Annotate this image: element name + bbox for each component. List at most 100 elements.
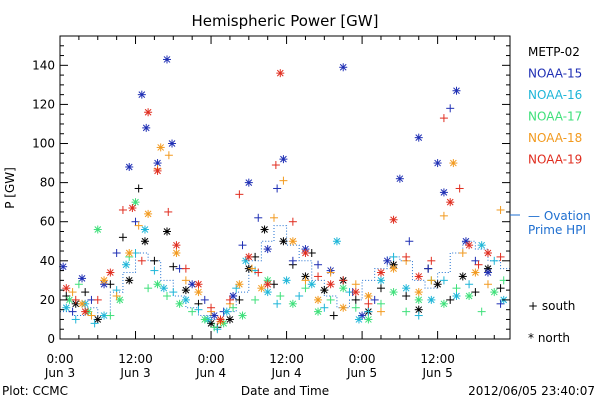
point-noaa-16-36: [452, 291, 461, 300]
point-noaa-16-30: [376, 276, 385, 285]
point-noaa-16-11: [169, 288, 178, 297]
point-noaa-17-1: [74, 280, 83, 289]
point-noaa-16-20: [263, 288, 272, 297]
point-noaa-15-23: [273, 184, 282, 193]
point-noaa-17-31: [414, 295, 423, 304]
point-noaa-17-25: [339, 284, 348, 293]
point-noaa-19-4: [106, 268, 115, 277]
x-tick-date-3: Jun 4: [270, 366, 301, 380]
point-noaa-16-6: [122, 260, 131, 269]
point-noaa-15-19: [238, 241, 247, 250]
point-noaa-19-14: [207, 303, 216, 312]
point-noaa-15-2: [78, 274, 87, 283]
legend-noaa-18: NOAA-18: [528, 131, 582, 145]
point-noaa-17-11: [175, 299, 184, 308]
plot-credit: Plot: CCMC: [2, 384, 68, 398]
point-noaa-19-11: [172, 241, 181, 250]
point-noaa-17-33: [439, 299, 448, 308]
point-metp-02-36: [433, 280, 442, 289]
point-noaa-18-7: [144, 209, 153, 218]
point-noaa-17-12: [188, 307, 197, 316]
point-noaa-18-2: [87, 311, 96, 320]
point-noaa-15-34: [395, 174, 404, 183]
point-noaa-18-22: [288, 237, 297, 246]
point-metp-02-2: [81, 288, 90, 297]
point-noaa-16-0: [62, 303, 71, 312]
data-points: [59, 55, 508, 334]
point-noaa-17-20: [276, 291, 285, 300]
point-noaa-17-9: [153, 280, 162, 289]
point-noaa-19-22: [276, 69, 285, 78]
point-noaa-18-13: [194, 288, 203, 297]
point-noaa-16-10: [159, 284, 168, 293]
x-tick-date-5: Jun 5: [422, 366, 453, 380]
point-noaa-17-4: [106, 311, 115, 320]
x-tick-time-2: 0:00: [198, 352, 225, 366]
point-noaa-19-17: [235, 190, 244, 199]
point-noaa-15-36: [414, 133, 423, 142]
point-noaa-16-33: [414, 311, 423, 320]
y-tick-label-60: 60: [40, 215, 55, 229]
point-metp-02-29: [351, 295, 360, 304]
point-noaa-19-39: [474, 260, 483, 269]
point-noaa-16-35: [439, 276, 448, 285]
point-noaa-18-17: [235, 280, 244, 289]
point-noaa-17-36: [477, 307, 486, 316]
point-noaa-16-18: [241, 256, 250, 265]
point-noaa-16-38: [477, 241, 486, 250]
point-noaa-19-28: [351, 288, 360, 297]
legend-noaa-17: NOAA-17: [528, 110, 582, 124]
point-noaa-17-37: [490, 288, 499, 297]
timestamp: 2012/06/05 23:40:07: [468, 384, 595, 398]
point-metp-02-7: [134, 184, 143, 193]
x-tick-time-0: 0:00: [47, 352, 74, 366]
point-noaa-15-21: [254, 213, 263, 222]
point-noaa-15-11: [162, 55, 171, 64]
point-noaa-18-4: [112, 291, 121, 300]
point-noaa-19-6: [128, 204, 137, 213]
point-noaa-18-18: [247, 264, 256, 273]
point-noaa-19-0: [62, 284, 71, 293]
point-noaa-19-40: [483, 248, 492, 257]
point-noaa-18-27: [351, 280, 360, 289]
y-tick-label-40: 40: [40, 254, 55, 268]
point-noaa-18-29: [376, 307, 385, 316]
point-noaa-19-18: [244, 252, 253, 261]
point-noaa-19-9: [153, 166, 162, 175]
point-metp-02-31: [376, 284, 385, 293]
point-noaa-16-34: [427, 295, 436, 304]
point-noaa-15-33: [383, 256, 392, 265]
point-noaa-18-37: [471, 268, 480, 277]
point-noaa-18-23: [301, 276, 310, 285]
point-noaa-17-8: [144, 284, 153, 293]
point-noaa-17-30: [402, 307, 411, 316]
point-metp-02-10: [162, 227, 171, 236]
point-noaa-17-14: [210, 323, 219, 332]
point-metp-02-8: [140, 237, 149, 246]
point-noaa-19-36: [446, 198, 455, 207]
marker-key-south: + south: [528, 299, 575, 313]
point-noaa-19-16: [225, 295, 234, 304]
marker-key-north: * north: [528, 331, 570, 345]
point-noaa-15-22: [263, 245, 272, 254]
legend-noaa-16: NOAA-16: [528, 88, 582, 102]
point-noaa-15-1: [68, 307, 77, 316]
point-noaa-19-5: [118, 205, 127, 214]
point-noaa-17-5: [115, 295, 124, 304]
point-noaa-16-13: [194, 305, 203, 314]
point-noaa-19-33: [414, 272, 423, 281]
point-metp-02-37: [446, 295, 455, 304]
point-noaa-18-1: [78, 299, 87, 308]
point-noaa-15-40: [446, 104, 455, 113]
point-noaa-15-9: [142, 123, 151, 132]
x-tick-date-4: Jun 5: [346, 366, 377, 380]
point-noaa-18-3: [100, 276, 109, 285]
x-axis-title: Date and Time: [241, 384, 329, 398]
point-noaa-18-33: [427, 276, 436, 285]
point-noaa-19-10: [164, 207, 173, 216]
point-metp-02-38: [458, 272, 467, 281]
point-noaa-19-31: [389, 215, 398, 224]
point-noaa-16-31: [389, 252, 398, 261]
plot-frame: [59, 35, 511, 340]
point-noaa-17-18: [251, 295, 260, 304]
